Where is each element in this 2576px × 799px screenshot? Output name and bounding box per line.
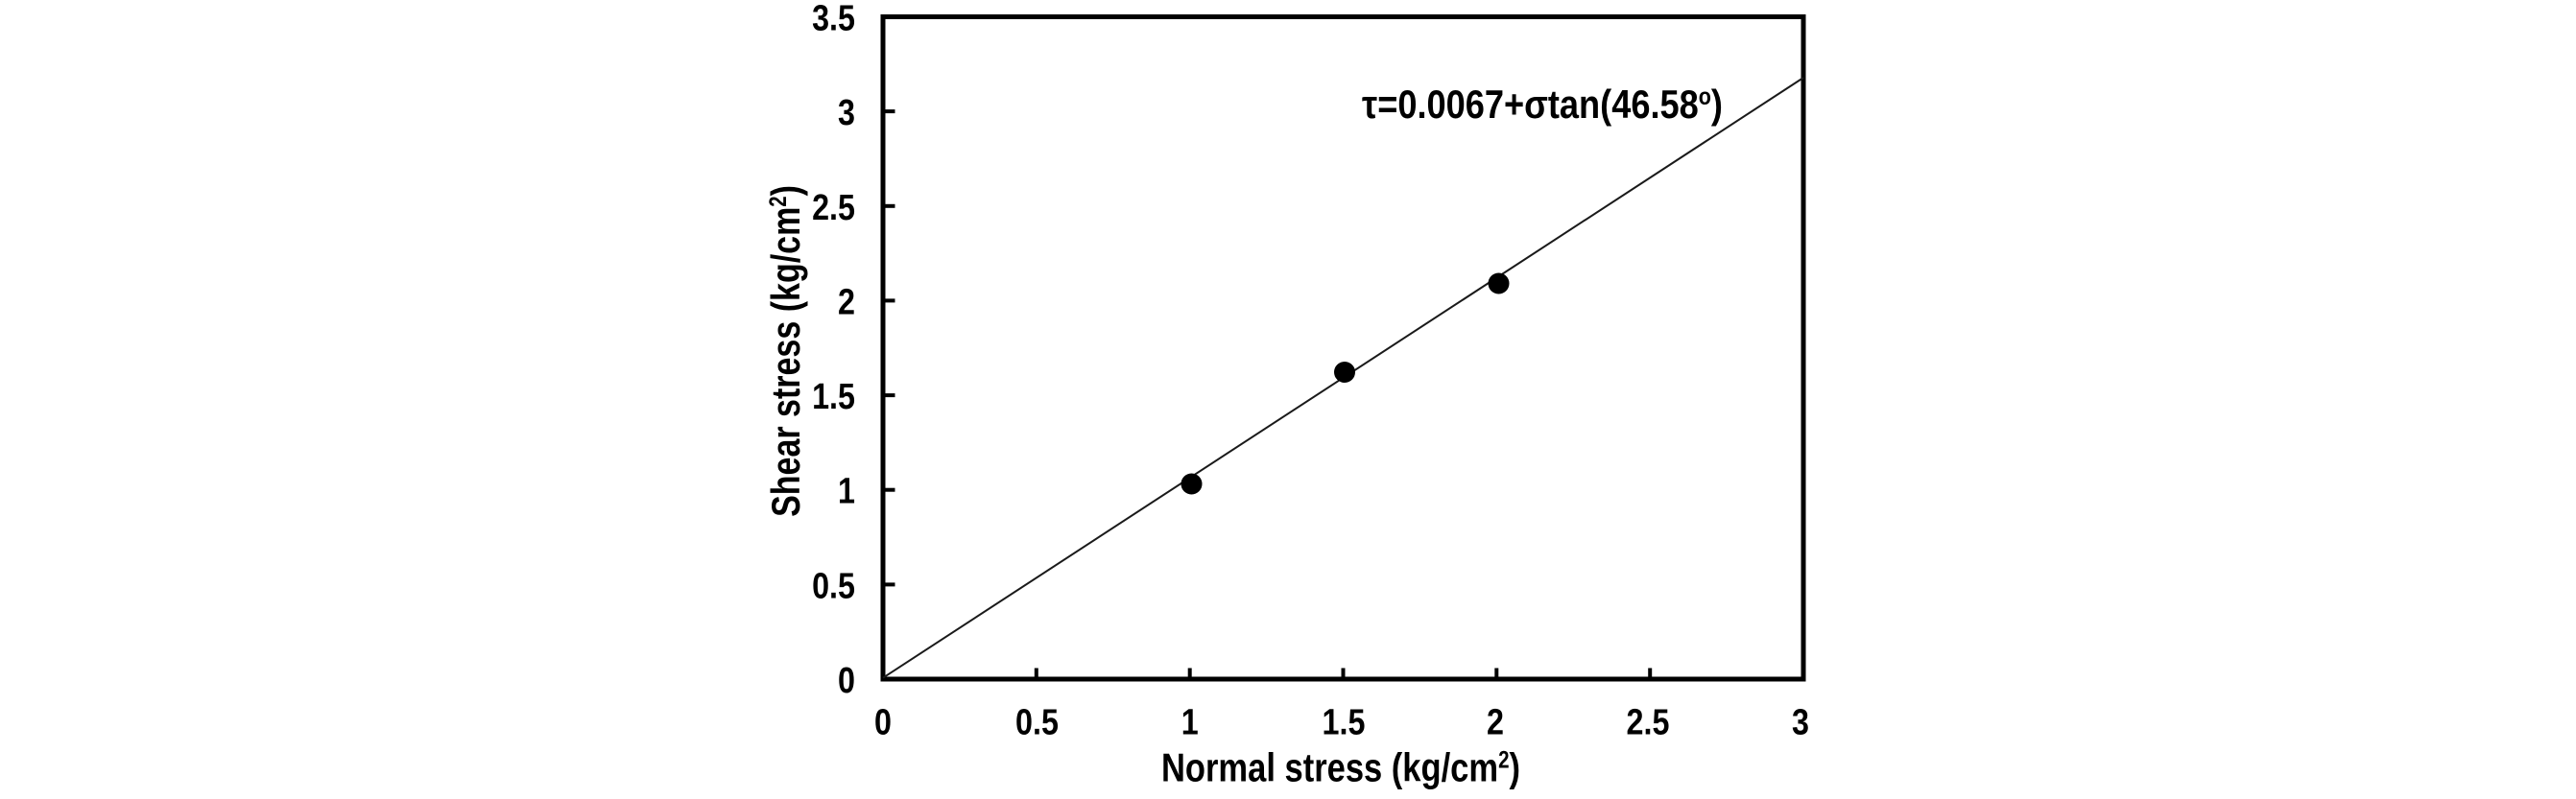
svg-text:1.5: 1.5 <box>1323 702 1366 742</box>
svg-text:0.5: 0.5 <box>1015 702 1059 742</box>
svg-text:0: 0 <box>838 661 855 701</box>
svg-text:Shear stress (kg/cm2): Shear stress (kg/cm2) <box>764 185 809 517</box>
svg-text:2.5: 2.5 <box>812 187 855 227</box>
svg-text:1: 1 <box>838 471 855 511</box>
svg-text:2: 2 <box>1487 702 1504 742</box>
svg-text:3.5: 3.5 <box>812 0 855 38</box>
svg-text:τ=0.0067+σtan(46.58o): τ=0.0067+σtan(46.58o) <box>1362 83 1723 128</box>
svg-text:3: 3 <box>838 93 855 133</box>
svg-text:1.5: 1.5 <box>812 377 855 417</box>
svg-text:0.5: 0.5 <box>812 566 855 606</box>
svg-text:3: 3 <box>1792 702 1809 742</box>
svg-text:2.5: 2.5 <box>1627 702 1670 742</box>
svg-text:2: 2 <box>838 282 855 322</box>
svg-text:1: 1 <box>1181 702 1199 742</box>
svg-text:0: 0 <box>874 702 892 742</box>
svg-text:Normal stress (kg/cm2): Normal stress (kg/cm2) <box>1161 745 1520 790</box>
